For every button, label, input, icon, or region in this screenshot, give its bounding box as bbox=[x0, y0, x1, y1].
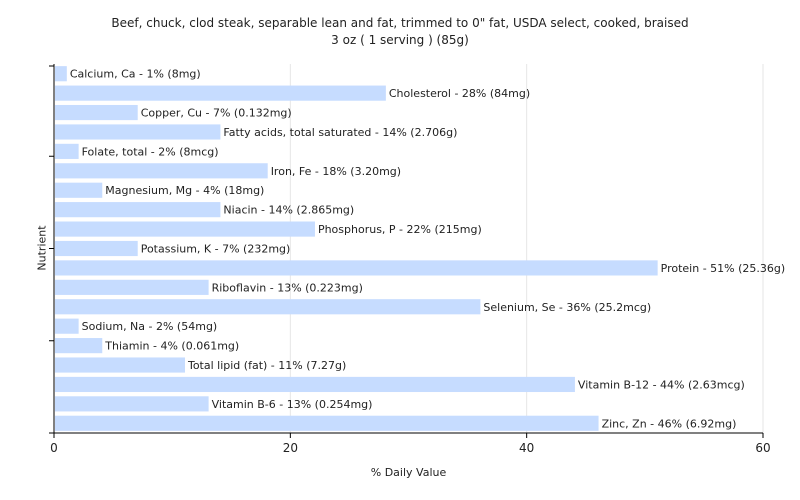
bar-11 bbox=[55, 279, 209, 295]
bar-8 bbox=[55, 221, 315, 237]
bar-4 bbox=[55, 143, 79, 159]
bar-label-12: Selenium, Se - 36% (25.2mcg) bbox=[483, 301, 651, 314]
bar-12 bbox=[55, 299, 481, 315]
bar-label-0: Calcium, Ca - 1% (8mg) bbox=[70, 68, 201, 81]
bar-label-4: Folate, total - 2% (8mcg) bbox=[82, 145, 219, 158]
bar-label-18: Zinc, Zn - 46% (6.92mg) bbox=[602, 417, 737, 430]
bar-label-11: Riboflavin - 13% (0.223mg) bbox=[212, 281, 363, 294]
axes: 0 20 40 60 bbox=[49, 64, 771, 455]
x-axis-label: % Daily Value bbox=[370, 466, 447, 479]
x-tick-label-20: 20 bbox=[283, 441, 298, 455]
bar-label-7: Niacin - 14% (2.865mg) bbox=[223, 204, 354, 217]
bar-label-2: Copper, Cu - 7% (0.132mg) bbox=[141, 107, 292, 120]
bar-label-8: Phosphorus, P - 22% (215mg) bbox=[318, 223, 482, 236]
bar-3 bbox=[55, 124, 221, 140]
bar-5 bbox=[55, 163, 268, 179]
bar-0 bbox=[55, 66, 67, 82]
bar-label-1: Cholesterol - 28% (84mg) bbox=[389, 87, 530, 100]
bar-label-16: Vitamin B-12 - 44% (2.63mcg) bbox=[578, 378, 745, 391]
bar-6 bbox=[55, 182, 103, 198]
bars: Calcium, Ca - 1% (8mg) Cholesterol - 28% … bbox=[55, 66, 785, 431]
chart-subtitle: 3 oz ( 1 serving ) (85g) bbox=[331, 33, 469, 47]
bar-label-3: Fatty acids, total saturated - 14% (2.70… bbox=[223, 126, 457, 139]
x-tick-label-0: 0 bbox=[50, 441, 58, 455]
grid bbox=[289, 64, 764, 433]
bar-15 bbox=[55, 357, 185, 373]
bar-1 bbox=[55, 85, 386, 101]
bar-17 bbox=[55, 396, 209, 412]
chart-title: Beef, chuck, clod steak, separable lean … bbox=[111, 16, 689, 30]
bar-label-5: Iron, Fe - 18% (3.20mg) bbox=[271, 165, 401, 178]
bar-label-14: Thiamin - 4% (0.061mg) bbox=[104, 340, 239, 353]
bar-label-6: Magnesium, Mg - 4% (18mg) bbox=[105, 184, 264, 197]
bar-18 bbox=[55, 415, 599, 431]
bar-2 bbox=[55, 104, 138, 121]
bar-14 bbox=[55, 338, 103, 354]
x-tick-label-60: 60 bbox=[755, 441, 770, 455]
bar-label-13: Sodium, Na - 2% (54mg) bbox=[82, 320, 218, 333]
bar-7 bbox=[55, 202, 221, 218]
bar-label-15: Total lipid (fat) - 11% (7.27g) bbox=[187, 359, 346, 372]
bar-16 bbox=[55, 376, 575, 393]
bar-13 bbox=[55, 318, 79, 334]
bar-label-17: Vitamin B-6 - 13% (0.254mg) bbox=[212, 398, 373, 411]
bar-9 bbox=[55, 240, 138, 257]
x-tick-label-40: 40 bbox=[519, 441, 534, 455]
bar-label-9: Potassium, K - 7% (232mg) bbox=[141, 243, 291, 256]
bar-10 bbox=[55, 260, 658, 276]
bar-label-10: Protein - 51% (25.36g) bbox=[661, 262, 786, 275]
y-axis-label: Nutrient bbox=[35, 225, 49, 271]
